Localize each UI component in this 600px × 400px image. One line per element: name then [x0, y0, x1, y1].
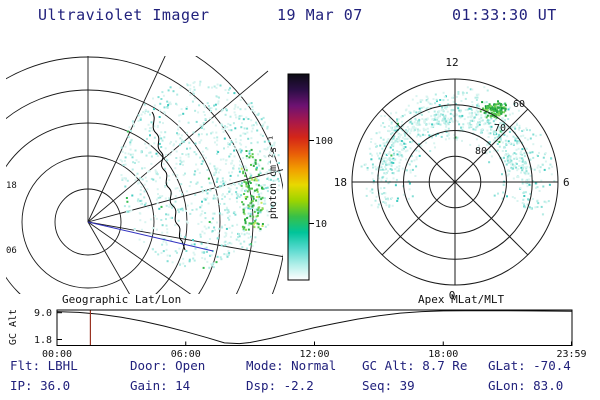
mlt-label-12: 12 — [445, 56, 458, 69]
apex-caption: Apex MLat/MLT — [418, 293, 504, 306]
app-title: Ultraviolet Imager — [38, 6, 210, 24]
colorbar-gradient — [287, 73, 310, 281]
apex-grid — [351, 78, 559, 286]
gc-alt-ticks — [56, 312, 572, 346]
mlat-ring-label-80: 80 — [475, 146, 487, 157]
status-flt: Flt: LBHL — [10, 358, 78, 373]
gc-ytick-1-8: 1.8 — [34, 335, 52, 346]
xtick-2359: 23:59 — [556, 349, 586, 360]
status-door: Door: Open — [130, 358, 206, 373]
apex-plot: 12 18 6 0 60 70 80 — [334, 56, 570, 302]
mlt-label-18: 18 — [334, 176, 347, 189]
geo-edge-label-18: 18 — [6, 181, 17, 191]
status-ip: IP: 36.0 — [10, 378, 71, 393]
date-label: 19 Mar 07 — [277, 6, 363, 24]
mlt-label-6: 6 — [563, 176, 570, 189]
gc-alt-curve — [56, 310, 572, 345]
geo-edge-label-06: 06 — [6, 246, 17, 256]
auroral-image-geographic — [119, 80, 281, 269]
colorbar-unit-label: photon cm⁻²s⁻¹ — [268, 135, 279, 219]
mlat-ring-label-60: 60 — [513, 99, 525, 110]
geographic-grid — [6, 56, 283, 294]
status-dsp: Dsp: -2.2 — [246, 378, 314, 393]
colorbar-tick-100: 100 — [315, 136, 333, 147]
xtick-0000: 00:00 — [42, 349, 72, 360]
status-gain: Gain: 14 — [130, 378, 191, 393]
status-glon: GLon: 83.0 — [488, 378, 564, 393]
coastline — [151, 111, 186, 251]
mlt-label-0: 0 — [449, 289, 456, 302]
geo-caption: Geographic Lat/Lon — [62, 293, 181, 306]
xtick-1200: 12:00 — [299, 349, 329, 360]
gc-ytick-9: 9.0 — [34, 308, 52, 319]
status-seq: Seq: 39 — [362, 378, 415, 393]
colorbar: 100 10 photon cm⁻²s⁻¹ — [268, 73, 333, 281]
time-label: 01:33:30 UT — [452, 6, 557, 24]
terminator-line — [87, 221, 214, 252]
geographic-plot: 18 06 — [6, 56, 283, 294]
colorbar-tick-10: 10 — [315, 219, 327, 230]
status-mode: Mode: Normal — [246, 358, 337, 373]
gc-alt-axis-label: GC Alt — [8, 309, 19, 345]
status-glat: GLat: -70.4 — [488, 358, 571, 373]
xtick-1800: 18:00 — [428, 349, 458, 360]
gc-alt-panel: 9.0 1.8 GC Alt 00:00 06:00 12:00 18:00 2… — [8, 308, 587, 360]
mlat-ring-label-70: 70 — [494, 123, 506, 134]
status-gc-alt: GC Alt: 8.7 Re — [362, 358, 468, 373]
xtick-0600: 06:00 — [171, 349, 201, 360]
